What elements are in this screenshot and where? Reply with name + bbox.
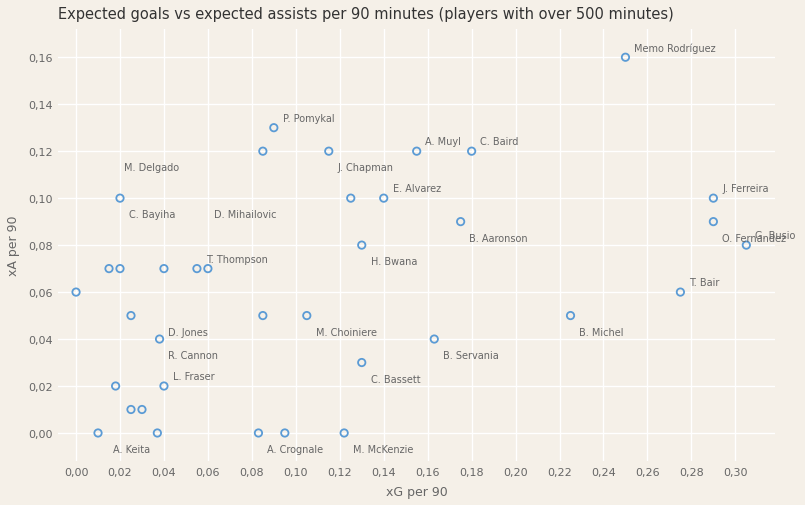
Point <box>125 406 138 414</box>
Point <box>114 265 126 273</box>
Point <box>355 359 368 367</box>
Text: C. Bayiha: C. Bayiha <box>129 210 175 220</box>
Text: P. Pomykal: P. Pomykal <box>283 114 334 124</box>
Point <box>92 429 105 437</box>
Point <box>109 382 122 390</box>
Point <box>454 218 467 226</box>
Point <box>158 265 171 273</box>
Point <box>153 335 166 343</box>
Point <box>427 335 440 343</box>
Point <box>257 148 270 156</box>
Point <box>279 429 291 437</box>
Text: H. Bwana: H. Bwana <box>370 257 417 267</box>
Point <box>564 312 577 320</box>
Point <box>378 195 390 203</box>
Text: M. Choiniere: M. Choiniere <box>316 327 377 337</box>
Point <box>135 406 148 414</box>
Point <box>345 195 357 203</box>
Point <box>740 241 753 249</box>
Point <box>125 312 138 320</box>
X-axis label: xG per 90: xG per 90 <box>386 485 448 498</box>
Text: J. Ferreira: J. Ferreira <box>722 184 769 194</box>
Point <box>151 429 163 437</box>
Point <box>201 265 214 273</box>
Text: O. Fernandez: O. Fernandez <box>722 233 786 243</box>
Point <box>707 195 720 203</box>
Text: B. Aaronson: B. Aaronson <box>469 233 528 243</box>
Text: J. Chapman: J. Chapman <box>337 163 394 173</box>
Point <box>257 312 270 320</box>
Text: T. Bair: T. Bair <box>689 278 720 288</box>
Point <box>102 265 115 273</box>
Y-axis label: xA per 90: xA per 90 <box>7 216 20 276</box>
Text: R. Cannon: R. Cannon <box>168 350 218 361</box>
Text: A. Crognale: A. Crognale <box>267 444 324 454</box>
Point <box>411 148 423 156</box>
Point <box>674 288 687 296</box>
Point <box>619 54 632 62</box>
Text: D. Jones: D. Jones <box>168 327 208 337</box>
Text: C. Baird: C. Baird <box>481 137 518 147</box>
Text: B. Michel: B. Michel <box>580 327 624 337</box>
Text: E. Alvarez: E. Alvarez <box>393 184 440 194</box>
Text: G. Busio: G. Busio <box>755 231 795 241</box>
Point <box>252 429 265 437</box>
Text: L. Fraser: L. Fraser <box>173 372 214 382</box>
Text: A. Muyl: A. Muyl <box>426 137 461 147</box>
Point <box>191 265 204 273</box>
Point <box>114 195 126 203</box>
Text: D. Mihailovic: D. Mihailovic <box>214 210 277 220</box>
Text: C. Bassett: C. Bassett <box>370 374 420 384</box>
Point <box>707 218 720 226</box>
Text: Expected goals vs expected assists per 90 minutes (players with over 500 minutes: Expected goals vs expected assists per 9… <box>59 7 675 22</box>
Point <box>338 429 351 437</box>
Text: M. McKenzie: M. McKenzie <box>353 444 413 454</box>
Point <box>267 124 280 132</box>
Text: B. Servania: B. Servania <box>443 350 499 361</box>
Point <box>158 382 171 390</box>
Point <box>465 148 478 156</box>
Text: A. Keita: A. Keita <box>114 444 151 454</box>
Point <box>355 241 368 249</box>
Text: M. Delgado: M. Delgado <box>125 163 180 173</box>
Point <box>322 148 335 156</box>
Text: Memo Rodríguez: Memo Rodríguez <box>634 43 716 54</box>
Point <box>300 312 313 320</box>
Text: T. Thompson: T. Thompson <box>206 255 267 265</box>
Point <box>69 288 82 296</box>
